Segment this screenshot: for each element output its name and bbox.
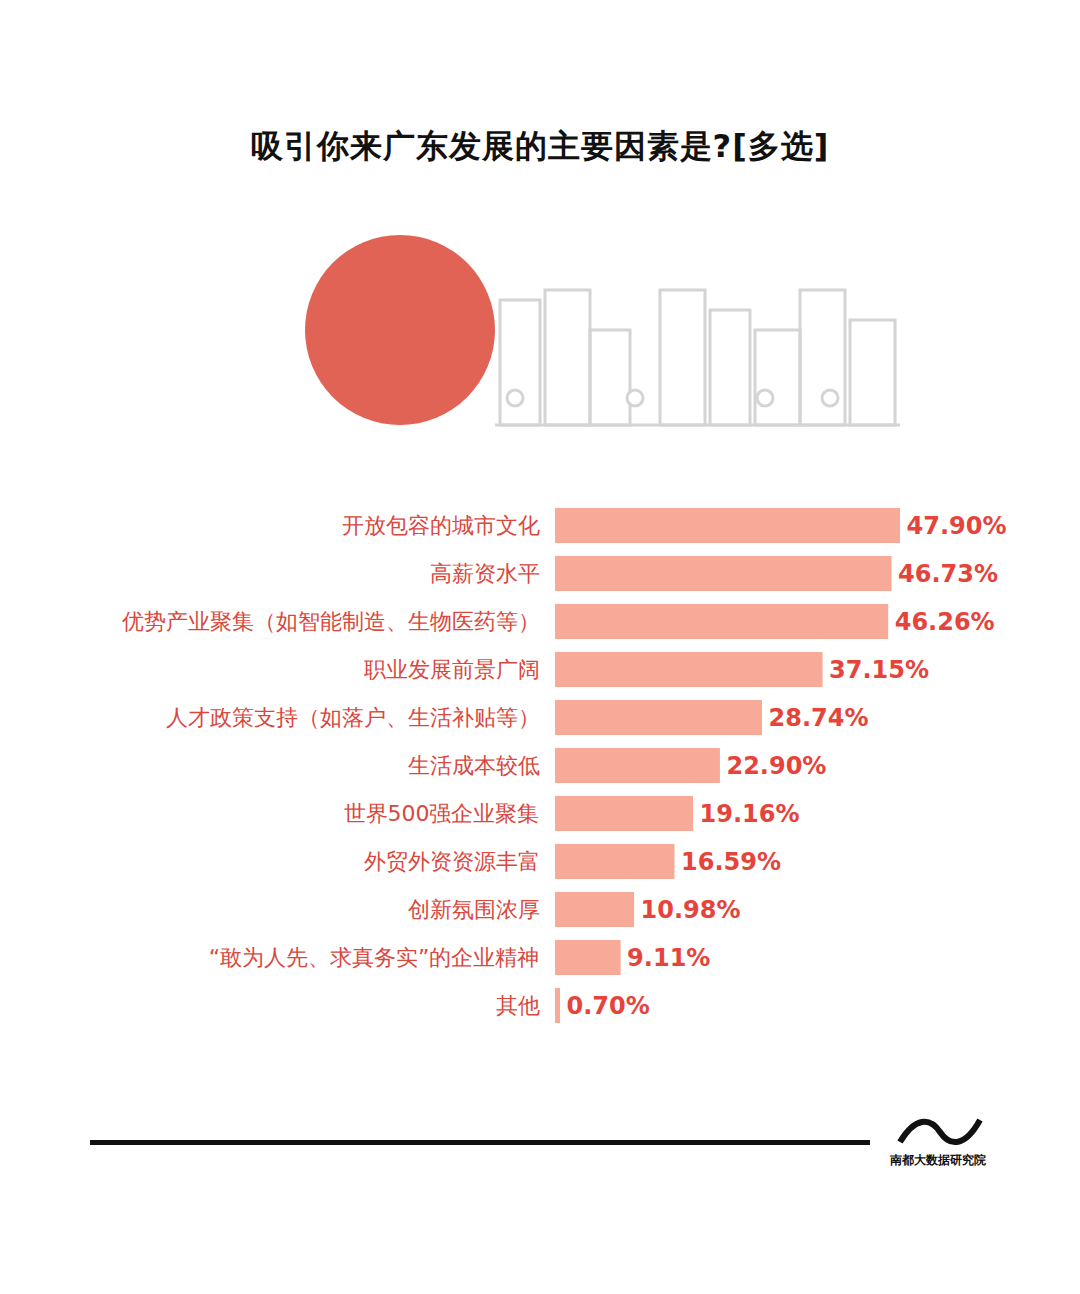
svg-text:10.98%: 10.98% <box>641 896 741 924</box>
html-text:吸引你来广东发展的主要因素是?[多选]: 吸引你来广东发展的主要因素是?[多选] <box>250 127 830 165</box>
svg-text:19.16%: 19.16% <box>700 800 800 828</box>
svg-text:0.70%: 0.70% <box>567 992 650 1020</box>
svg-text:生活成本较低: 生活成本较低 <box>408 753 540 778</box>
svg-text:高薪资水平: 高薪资水平 <box>430 561 540 586</box>
svg-text:外贸外资资源丰富: 外贸外资资源丰富 <box>364 849 540 874</box>
svg-text:47.90%: 47.90% <box>907 512 1007 540</box>
svg-text:16.59%: 16.59% <box>681 848 781 876</box>
svg-text:职业发展前景广阔: 职业发展前景广阔 <box>364 657 540 682</box>
svg-text:37.15%: 37.15% <box>829 656 929 684</box>
svg-text:其他: 其他 <box>496 993 540 1018</box>
svg-text:46.73%: 46.73% <box>898 560 998 588</box>
svg-text:优势产业聚集（如智能制造、生物医药等）: 优势产业聚集（如智能制造、生物医药等） <box>122 609 540 634</box>
svg-text:46.26%: 46.26% <box>895 608 995 636</box>
svg-text:人才政策支持（如落户、生活补贴等）: 人才政策支持（如落户、生活补贴等） <box>166 705 540 730</box>
svg-text:9.11%: 9.11% <box>627 944 710 972</box>
svg-text:22.90%: 22.90% <box>726 752 826 780</box>
html-text:南都大数据研究院: 南都大数据研究院 <box>890 1153 986 1167</box>
svg-text:创新氛围浓厚: 创新氛围浓厚 <box>408 897 540 922</box>
svg-text:“敢为人先、求真务实”的企业精神: “敢为人先、求真务实”的企业精神 <box>209 945 540 970</box>
svg-text:开放包容的城市文化: 开放包容的城市文化 <box>342 513 540 538</box>
svg-text:世界500强企业聚集: 世界500强企业聚集 <box>344 801 540 826</box>
svg-text:28.74%: 28.74% <box>769 704 869 732</box>
